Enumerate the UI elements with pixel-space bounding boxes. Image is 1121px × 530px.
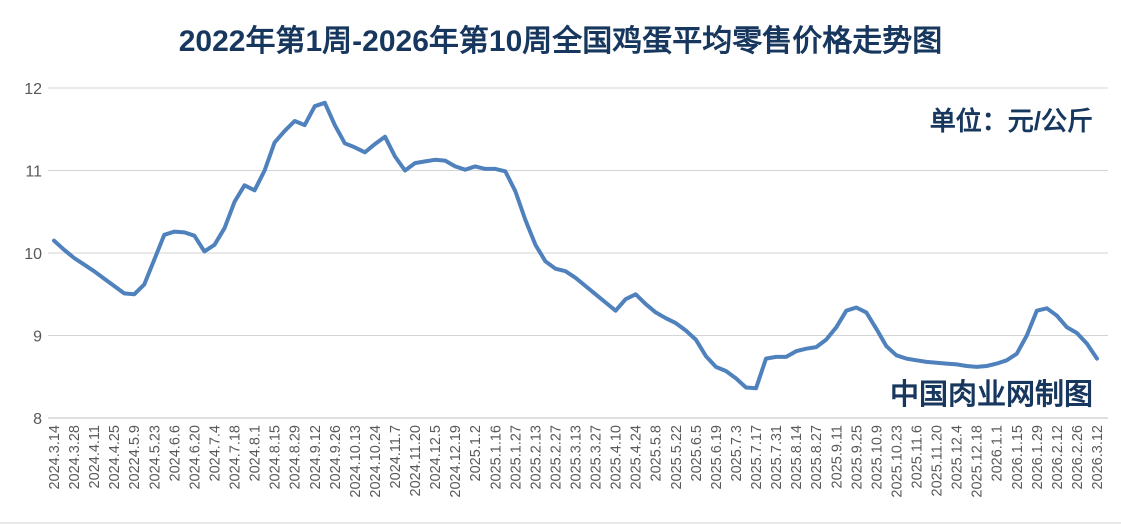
price-line-series <box>52 100 1099 391</box>
x-axis-tick-label: 2024.9.12 <box>308 425 324 490</box>
x-axis-tick-label: 2025.6.19 <box>709 425 725 490</box>
x-axis-tick-label: 2025.4.24 <box>629 425 645 490</box>
chart-title: 2022年第1周-2026年第10周全国鸡蛋平均零售价格走势图 <box>178 25 943 58</box>
x-axis-tick-label: 2024.8.15 <box>268 425 284 490</box>
x-axis-tick-label: 2024.12.5 <box>428 425 444 490</box>
x-axis-tick-label: 2025.2.27 <box>548 425 564 490</box>
y-axis-tick-label: 11 <box>25 164 42 181</box>
x-axis-tick-label: 2026.3.12 <box>1090 425 1106 490</box>
x-axis-tick-label: 2024.9.26 <box>328 425 344 490</box>
x-axis-tick-label: 2025.8.27 <box>809 425 825 490</box>
x-axis-tick-label: 2025.9.25 <box>849 425 865 490</box>
x-axis-tick-label: 2025.11.6 <box>910 425 926 488</box>
x-axis-tick-label: 2024.8.29 <box>288 425 304 490</box>
x-axis-tick-label: 2025.7.31 <box>769 425 785 490</box>
x-axis-tick-label: 2024.5.23 <box>147 425 163 490</box>
x-axis-tick-label: 2025.1.2 <box>468 425 484 481</box>
x-axis-tick-label: 2024.4.11 <box>87 425 103 488</box>
x-axis-tick-label: 2026.2.26 <box>1070 425 1086 490</box>
x-axis-tick-label: 2025.5.8 <box>649 425 665 481</box>
x-axis-tick-label: 2024.8.1 <box>248 425 264 481</box>
x-axis-tick-label: 2026.2.12 <box>1050 425 1066 490</box>
x-axis-tick-label: 2024.6.6 <box>167 425 183 481</box>
x-axis-tick-label: 2025.12.4 <box>950 425 966 490</box>
x-axis-tick-label: 2025.3.13 <box>569 425 585 490</box>
unit-label: 单位：元/公斤 <box>929 106 1093 136</box>
x-axis-tick-label: 2025.7.3 <box>729 425 745 481</box>
y-axis-tick-label: 12 <box>24 81 42 98</box>
x-axis-tick-label: 2024.12.19 <box>448 425 464 498</box>
x-axis-tick-label: 2025.6.5 <box>689 425 705 481</box>
watermark-source-label: 中国肉业网制图 <box>889 379 1093 411</box>
x-axis-tick-label: 2024.3.14 <box>47 425 63 490</box>
x-axis-tick-label: 2025.2.13 <box>528 425 544 490</box>
x-axis-tick-label: 2024.10.13 <box>348 425 364 498</box>
x-axis-tick-label: 2024.11.20 <box>408 425 424 497</box>
x-axis-tick-label: 2025.8.14 <box>789 425 805 490</box>
y-axis-tick-label: 9 <box>33 329 42 346</box>
x-axis-tick-label: 2025.5.22 <box>669 425 685 490</box>
x-axis-tick-label: 2025.9.11 <box>829 425 845 488</box>
x-axis-tick-label: 2025.11.20 <box>930 425 946 497</box>
x-axis-tick-label: 2025.12.18 <box>970 425 986 498</box>
x-axis-tick-label: 2026.1.29 <box>1030 425 1046 490</box>
x-axis-tick-label: 2024.10.24 <box>368 425 384 498</box>
x-axis-tick-label: 2025.4.10 <box>609 425 625 490</box>
x-axis-tick-label: 2025.3.27 <box>589 425 605 490</box>
x-axis-tick-label: 2026.1.15 <box>1010 425 1026 490</box>
x-axis-tick-label: 2024.3.28 <box>67 425 83 490</box>
x-axis-tick-label: 2024.11.7 <box>388 425 404 488</box>
x-axis-tick-label: 2024.4.25 <box>107 425 123 490</box>
x-axis-tick-label: 2026.1.1 <box>990 425 1006 481</box>
y-axis-tick-label: 8 <box>33 411 42 428</box>
x-axis-tick-label: 20224.5.9 <box>127 425 143 490</box>
x-axis-tick-label: 2025.7.17 <box>749 425 765 490</box>
x-axis-tick-label: 2025.10.9 <box>869 425 885 490</box>
x-axis-tick-label: 2024.6.20 <box>187 425 203 490</box>
x-axis-tick-label: 2025.1.27 <box>508 425 524 490</box>
x-axis-tick-label: 2025.1.16 <box>488 425 504 490</box>
x-axis-tick-label: 2024.7.4 <box>208 425 224 481</box>
x-axis-tick-label: 2025.10.23 <box>889 425 905 498</box>
y-axis-tick-label: 10 <box>24 246 42 263</box>
x-axis-tick-label: 2024.7.18 <box>228 425 244 490</box>
